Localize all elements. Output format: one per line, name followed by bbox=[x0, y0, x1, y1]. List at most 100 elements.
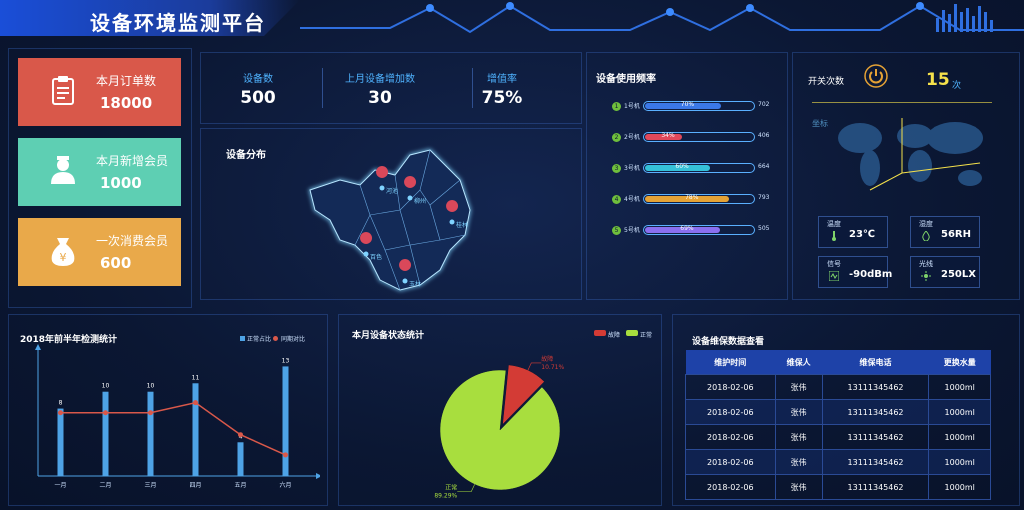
signal-icon bbox=[829, 271, 839, 281]
usage-bar-track bbox=[643, 225, 755, 235]
table-row[interactable]: 2018-02-06 张伟 13111345462 1000ml bbox=[685, 424, 991, 450]
usage-row[interactable]: 3 3号机 60% 664 bbox=[612, 163, 772, 177]
usage-bar-track bbox=[643, 163, 755, 173]
table-row[interactable]: 2018-02-06 张伟 13111345462 1000ml bbox=[685, 474, 991, 500]
env-value: 56RH bbox=[941, 229, 971, 240]
maintenance-table: 维护时间 维保人 维保电话 更换水量 2018-02-06 张伟 131113454… bbox=[685, 350, 991, 500]
legend-label: 同期对比 bbox=[281, 336, 306, 343]
table-cell: 13111345462 bbox=[821, 374, 930, 400]
env-value: 23℃ bbox=[849, 229, 876, 240]
machine-name: 2号机 bbox=[624, 134, 640, 141]
table-cell: 张伟 bbox=[774, 474, 823, 500]
usage-percent: 78% bbox=[685, 194, 699, 201]
last-month-increase-value: 30 bbox=[368, 88, 392, 108]
line-point bbox=[193, 400, 198, 406]
machine-name: 3号机 bbox=[624, 165, 640, 172]
usage-percent: 70% bbox=[680, 101, 695, 108]
legend-swatch bbox=[626, 330, 638, 336]
bar-value-label: 11 bbox=[192, 374, 200, 381]
pie-slice-normal bbox=[439, 369, 561, 491]
order-card[interactable]: 本月订单数 18000 bbox=[18, 58, 181, 126]
comparison-line bbox=[60, 401, 286, 456]
switch-unit: 次 bbox=[952, 81, 962, 91]
thermometer-icon bbox=[832, 231, 836, 241]
legend-swatch bbox=[240, 336, 245, 341]
bar-value-label: 10 bbox=[102, 383, 110, 390]
usage-bar-fill bbox=[645, 103, 721, 109]
growth-rate-value: 75% bbox=[481, 88, 523, 108]
header-decoration bbox=[300, 2, 1024, 34]
col-header: 维保人 bbox=[775, 350, 823, 375]
divider bbox=[472, 68, 473, 108]
light-box: 光线 250LX bbox=[910, 256, 980, 288]
region-map[interactable] bbox=[300, 140, 490, 300]
table-cell: 1000ml bbox=[928, 449, 991, 475]
marker-label: 玉林 bbox=[409, 281, 422, 288]
consume-member-card[interactable]: ¥ 一次消费会员 600 bbox=[18, 218, 181, 286]
cards-frame bbox=[8, 48, 192, 308]
coord-label: 坐标 bbox=[812, 119, 828, 128]
card-label: 一次消费会员 bbox=[96, 234, 169, 248]
usage-bar-track bbox=[643, 132, 755, 142]
table-header-row: 维护时间 维保人 维保电话 更换水量 bbox=[685, 350, 991, 375]
usage-frame bbox=[586, 52, 788, 300]
table-cell: 13111345462 bbox=[821, 399, 930, 425]
env-value: 250LX bbox=[941, 269, 976, 280]
divider bbox=[322, 68, 323, 108]
member-icon bbox=[51, 156, 75, 184]
table-cell: 2018-02-06 bbox=[685, 449, 776, 475]
usage-row[interactable]: 2 2号机 34% 406 bbox=[612, 132, 772, 146]
usage-bar-fill bbox=[645, 196, 730, 202]
money-bag-icon: ¥ bbox=[51, 238, 75, 266]
pie-slice-name: 故障 bbox=[541, 355, 553, 363]
usage-count: 702 bbox=[758, 101, 770, 108]
usage-bar-fill bbox=[645, 165, 710, 171]
usage-percent: 34% bbox=[661, 132, 675, 139]
card-value: 600 bbox=[100, 254, 132, 272]
legend-label: 故障 bbox=[608, 332, 621, 339]
row-number: 4 bbox=[612, 195, 621, 204]
stats-frame bbox=[200, 52, 582, 124]
table-row[interactable]: 2018-02-06 张伟 13111345462 1000ml bbox=[685, 374, 991, 400]
table-cell: 1000ml bbox=[928, 424, 991, 450]
marker-label: 河池 bbox=[386, 188, 399, 195]
usage-count: 664 bbox=[758, 163, 770, 170]
line-chart-frame bbox=[8, 314, 328, 506]
x-tick-label: 五月 bbox=[234, 482, 246, 489]
usage-row[interactable]: 1 1号机 70% 702 bbox=[612, 101, 772, 115]
env-value: -90dBm bbox=[849, 269, 893, 280]
usage-count: 505 bbox=[758, 225, 770, 232]
table-row[interactable]: 2018-02-06 张伟 13111345462 1000ml bbox=[685, 449, 991, 475]
title-bar bbox=[0, 0, 300, 36]
usage-row[interactable]: 5 5号机 69% 505 bbox=[612, 225, 772, 239]
growth-rate-label: 增值率 bbox=[487, 74, 517, 85]
row-number: 3 bbox=[612, 164, 621, 173]
table-cell: 张伟 bbox=[774, 424, 823, 450]
table-row[interactable]: 2018-02-06 张伟 13111345462 1000ml bbox=[685, 399, 991, 425]
x-tick-label: 六月 bbox=[279, 481, 291, 489]
bar bbox=[237, 442, 244, 476]
clipboard-icon bbox=[52, 76, 74, 105]
distribution-title: 设备分布 bbox=[226, 150, 266, 161]
table-cell: 1000ml bbox=[928, 399, 991, 425]
marker-label: 桂林 bbox=[456, 222, 469, 229]
legend-label: 正常 bbox=[640, 332, 653, 339]
new-member-card[interactable]: 本月新增会员 1000 bbox=[18, 138, 181, 206]
map-markers bbox=[360, 166, 459, 284]
bar bbox=[192, 383, 199, 476]
device-count-label: 设备数 bbox=[243, 74, 273, 85]
card-label: 本月订单数 bbox=[96, 74, 157, 88]
line-point bbox=[238, 432, 243, 438]
usage-row[interactable]: 4 4号机 78% 793 bbox=[612, 194, 772, 208]
bar-value-label: 13 bbox=[282, 357, 290, 364]
table-cell: 2018-02-06 bbox=[685, 374, 776, 400]
power-icon[interactable] bbox=[864, 64, 888, 88]
pie-slice-percent: 10.71% bbox=[541, 364, 564, 371]
env-label: 温度 bbox=[827, 220, 841, 228]
machine-name: 1号机 bbox=[624, 103, 640, 110]
bar bbox=[282, 366, 289, 476]
legend-swatch bbox=[594, 330, 606, 336]
bar-value-label: 10 bbox=[147, 383, 155, 390]
table-cell: 13111345462 bbox=[821, 449, 930, 475]
